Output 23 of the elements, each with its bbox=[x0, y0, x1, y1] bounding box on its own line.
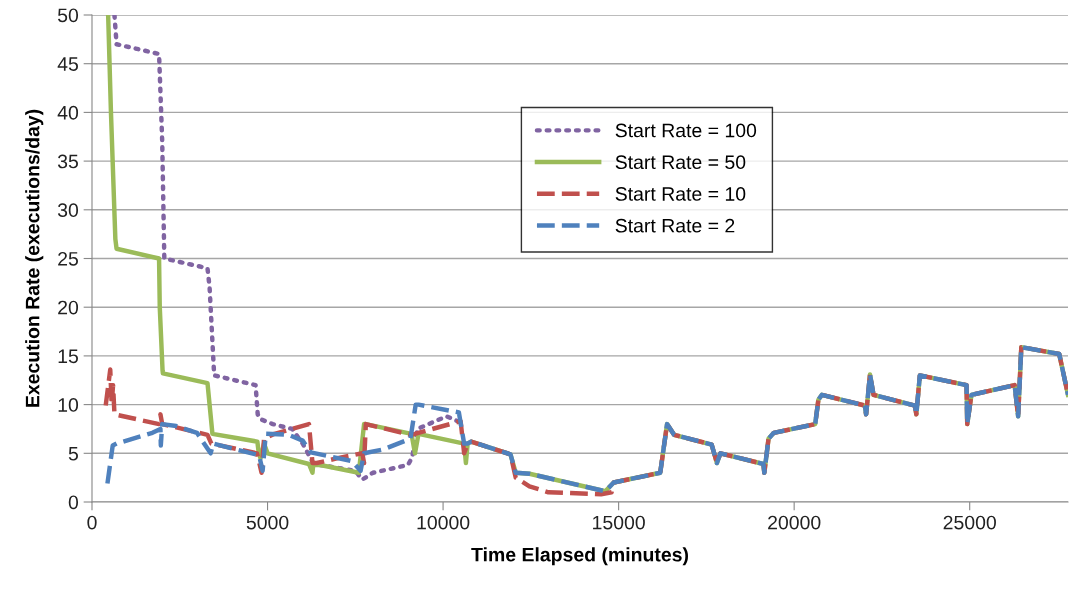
y-tick-label: 20 bbox=[58, 300, 79, 315]
x-tick-label: 15000 bbox=[593, 515, 645, 530]
y-tick-label: 45 bbox=[57, 57, 78, 71]
y-tick-label: 35 bbox=[57, 154, 78, 169]
y-tick-label: 10 bbox=[58, 398, 79, 412]
y-tick-label: 5 bbox=[68, 446, 78, 461]
x-tick-label: 20000 bbox=[768, 515, 821, 530]
y-tick-label: 50 bbox=[57, 8, 79, 23]
x-tick-label: 25000 bbox=[943, 515, 996, 530]
x-tick-label: 10000 bbox=[417, 515, 470, 530]
legend-label: Start Rate = 100 bbox=[615, 123, 757, 138]
x-axis-title: Time Elapsed (minutes) bbox=[471, 547, 688, 566]
legend-label: Start Rate = 2 bbox=[615, 218, 735, 233]
x-tick-label: 5000 bbox=[246, 515, 289, 530]
y-tick-label: 30 bbox=[57, 203, 79, 218]
y-tick-label: 25 bbox=[58, 251, 78, 266]
y-tick-label: 0 bbox=[68, 495, 79, 510]
x-tick-label: 0 bbox=[87, 515, 97, 530]
legend-label: Start Rate = 10 bbox=[615, 187, 746, 201]
y-tick-label: 40 bbox=[57, 105, 79, 120]
legend-label: Start Rate = 50 bbox=[615, 155, 746, 170]
y-tick-label: 15 bbox=[58, 349, 78, 364]
y-axis-title: Execution Rate (executions/day) bbox=[25, 109, 44, 407]
